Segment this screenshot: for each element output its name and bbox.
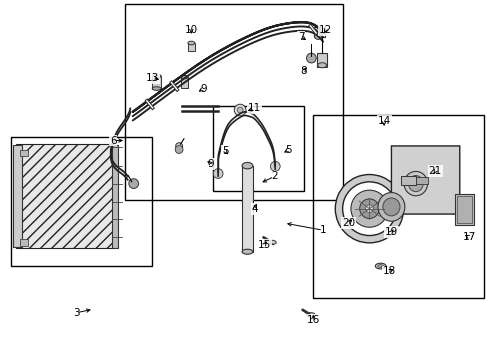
- Text: 20: 20: [342, 218, 355, 228]
- Ellipse shape: [409, 176, 423, 192]
- Circle shape: [360, 199, 379, 219]
- Text: 9: 9: [200, 84, 207, 94]
- Text: 16: 16: [307, 315, 320, 325]
- Ellipse shape: [383, 198, 400, 216]
- Circle shape: [351, 190, 388, 227]
- Bar: [213, 107, 304, 191]
- Circle shape: [234, 104, 246, 116]
- Text: 3: 3: [74, 308, 80, 318]
- Text: 14: 14: [377, 116, 391, 126]
- Ellipse shape: [176, 143, 182, 149]
- Bar: [313, 116, 484, 298]
- Ellipse shape: [404, 171, 428, 196]
- Text: 11: 11: [248, 103, 261, 113]
- Text: 12: 12: [319, 25, 332, 35]
- Ellipse shape: [188, 41, 195, 45]
- Bar: [188, 43, 195, 51]
- Text: 19: 19: [385, 227, 398, 237]
- Text: 9: 9: [208, 159, 214, 169]
- Text: 10: 10: [185, 25, 198, 35]
- Ellipse shape: [242, 249, 253, 254]
- Bar: [455, 194, 474, 225]
- Text: 21: 21: [429, 166, 442, 176]
- Circle shape: [314, 32, 322, 39]
- Ellipse shape: [242, 162, 253, 169]
- Bar: [457, 196, 472, 223]
- Ellipse shape: [181, 76, 188, 79]
- Text: 6: 6: [110, 136, 117, 145]
- Text: 5: 5: [222, 146, 229, 156]
- Bar: [13, 145, 22, 247]
- Bar: [242, 166, 253, 252]
- Text: 1: 1: [320, 225, 326, 235]
- Circle shape: [307, 53, 316, 63]
- Bar: [125, 4, 343, 200]
- Ellipse shape: [375, 263, 386, 269]
- Bar: [317, 53, 327, 67]
- Circle shape: [270, 162, 280, 171]
- Bar: [21, 149, 28, 156]
- Bar: [416, 177, 428, 184]
- Circle shape: [213, 169, 223, 179]
- Bar: [181, 77, 188, 88]
- Text: 13: 13: [146, 73, 159, 83]
- Ellipse shape: [152, 87, 161, 90]
- Bar: [21, 239, 28, 246]
- Ellipse shape: [378, 265, 384, 267]
- Circle shape: [129, 179, 139, 189]
- FancyBboxPatch shape: [392, 146, 460, 214]
- Text: 15: 15: [258, 239, 271, 249]
- Circle shape: [366, 205, 373, 213]
- Bar: [11, 137, 152, 266]
- Circle shape: [175, 145, 183, 153]
- Ellipse shape: [307, 313, 315, 317]
- Ellipse shape: [152, 74, 161, 78]
- Text: 5: 5: [286, 144, 292, 154]
- Text: 7: 7: [298, 32, 304, 41]
- Circle shape: [237, 107, 243, 113]
- Bar: [401, 176, 416, 185]
- Ellipse shape: [378, 193, 405, 221]
- Bar: [112, 145, 118, 248]
- Bar: [152, 76, 161, 89]
- Bar: [16, 144, 113, 248]
- Text: 18: 18: [382, 266, 395, 276]
- Bar: [314, 27, 324, 37]
- Ellipse shape: [318, 63, 326, 68]
- Text: 8: 8: [300, 66, 307, 76]
- Text: 2: 2: [271, 171, 278, 181]
- Ellipse shape: [268, 240, 276, 244]
- Text: 17: 17: [463, 232, 476, 242]
- Text: 4: 4: [251, 204, 258, 214]
